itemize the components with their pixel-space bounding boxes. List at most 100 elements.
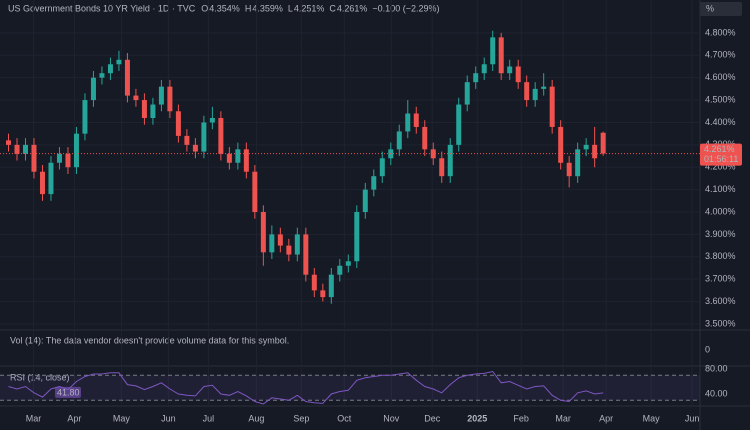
candle-body — [226, 153, 232, 163]
candle-body — [532, 88, 538, 101]
y-tick-label: 4.700% — [705, 50, 736, 60]
y-tick-label: 4.400% — [705, 117, 736, 127]
candle-body — [320, 290, 326, 298]
candle-body — [600, 132, 606, 154]
candle-body — [116, 59, 122, 65]
rsi-tick-label: 40.00 — [705, 388, 728, 398]
candle-body — [252, 171, 258, 213]
candle-body — [141, 100, 147, 118]
volume-note: Vol (14): The data vendor doesn't provid… — [10, 335, 289, 345]
unit-label[interactable]: % — [706, 3, 714, 13]
y-tick-label: 3.700% — [705, 274, 736, 284]
candle-body — [269, 234, 275, 253]
ohlc-value: 4.261% — [337, 3, 368, 13]
candle-body — [218, 117, 224, 154]
candle-body — [311, 274, 317, 291]
x-tick-label: Jun — [161, 413, 176, 423]
candle-body — [294, 234, 300, 255]
candle-body — [583, 144, 589, 150]
y-tick-label: 4.500% — [705, 94, 736, 104]
candle-body — [201, 122, 207, 152]
rsi-tick-label: 80.00 — [705, 363, 728, 373]
candle-body — [439, 158, 445, 177]
candle-body — [328, 274, 334, 298]
x-tick-label: Jul — [203, 413, 215, 423]
x-tick-label: May — [113, 413, 131, 423]
rsi-line — [8, 370, 604, 405]
x-tick-label: Jun — [685, 413, 700, 423]
candle-body — [73, 133, 79, 168]
candle-body — [124, 59, 130, 96]
candle-body — [167, 86, 173, 112]
candle-body — [243, 149, 249, 172]
candle-body — [337, 265, 343, 275]
chart-title: US Government Bonds 10 YR Yield · 1D · T… — [8, 3, 196, 13]
x-tick-label: Nov — [383, 413, 400, 423]
countdown: 01:56:11 — [704, 154, 738, 164]
candle-body — [56, 153, 62, 163]
last-price-label: 4.261% — [704, 144, 735, 154]
rsi-label: RSI (14, close) — [10, 372, 70, 382]
y-tick-label: 4.100% — [705, 184, 736, 194]
candle-body — [354, 212, 360, 262]
x-tick-label: Sep — [293, 413, 309, 423]
candle-body — [260, 212, 266, 253]
ohlc-key: L — [288, 3, 293, 13]
ohlc-key: H — [245, 3, 252, 13]
candle-body — [90, 77, 96, 101]
candle-body — [14, 144, 20, 154]
candle-body — [592, 144, 598, 159]
candle-body — [362, 189, 368, 213]
candle-body — [107, 64, 113, 74]
rsi-badge — [55, 386, 81, 398]
candle-body — [31, 144, 37, 172]
candle-body — [150, 104, 156, 118]
candle-body — [566, 162, 572, 177]
candle-body — [464, 82, 470, 105]
candle-body — [133, 95, 139, 101]
candle-body — [39, 171, 45, 195]
last-price-badge — [700, 143, 742, 166]
candle-body — [192, 144, 198, 152]
candle-body — [447, 144, 453, 177]
candle-body — [490, 37, 496, 65]
y-tick-label: 4.000% — [705, 206, 736, 216]
candle-body — [575, 149, 581, 177]
x-tick-label: Mar — [555, 413, 571, 423]
x-tick-label: 2025 — [467, 413, 487, 423]
candle-body — [65, 153, 71, 168]
candle-body — [481, 64, 487, 74]
y-tick-label: 3.900% — [705, 229, 736, 239]
ohlc-key: C — [329, 3, 336, 13]
y-tick-label: 4.800% — [705, 27, 736, 37]
x-tick-label: Aug — [248, 413, 264, 423]
candle-body — [22, 144, 28, 154]
candle-body — [498, 37, 504, 74]
candle-body — [541, 86, 547, 89]
candle-body — [507, 66, 513, 74]
candle-body — [235, 149, 241, 163]
unit-button[interactable] — [700, 2, 742, 16]
y-tick-label: 3.800% — [705, 251, 736, 261]
y-tick-label: 3.500% — [705, 318, 736, 328]
x-tick-label: Apr — [599, 413, 613, 423]
candle-body — [277, 234, 283, 246]
x-tick-label: Apr — [67, 413, 81, 423]
candle-body — [99, 73, 105, 78]
candle-body — [405, 113, 411, 132]
candle-body — [158, 86, 164, 105]
candle-body — [5, 140, 11, 145]
y-tick-label: 4.600% — [705, 72, 736, 82]
candle-body — [515, 66, 521, 83]
candle-body — [549, 86, 555, 127]
y-tick-label: 4.200% — [705, 162, 736, 172]
candle-body — [456, 104, 462, 145]
candle-body — [175, 111, 181, 136]
candle-body — [48, 162, 54, 195]
candle-body — [473, 73, 479, 83]
candle-body — [558, 126, 564, 163]
x-tick-label: Oct — [337, 413, 352, 423]
candle-body — [396, 131, 402, 150]
x-tick-label: May — [643, 413, 661, 423]
